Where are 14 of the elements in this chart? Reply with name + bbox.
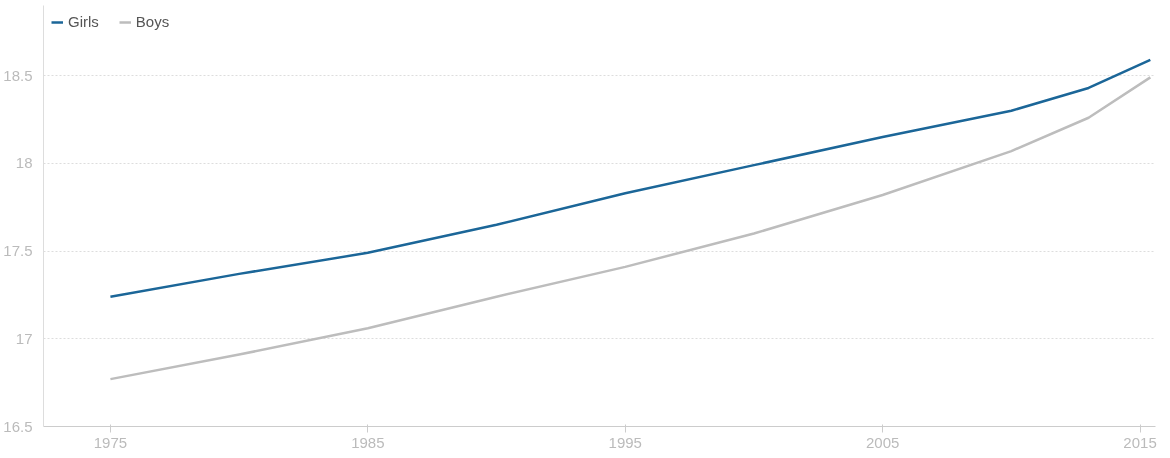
- x-tick-label: 2015: [1123, 433, 1157, 451]
- x-tick-label: 1975: [93, 433, 128, 451]
- line-series: [109, 76, 1152, 381]
- y-tick-label: 18.5: [3, 66, 33, 84]
- y-tick-label: 16.5: [3, 417, 33, 435]
- legend-label: Boys: [135, 13, 170, 30]
- x-tick-label: 1995: [608, 433, 642, 451]
- y-tick-label: 17.5: [3, 242, 33, 260]
- legend-label: Girls: [68, 13, 99, 30]
- x-tick-label: 1985: [351, 433, 385, 451]
- line-series: [109, 58, 1152, 298]
- y-tick-label: 17: [15, 329, 33, 347]
- x-tick-label: 2005: [865, 433, 900, 451]
- y-tick-label: 18: [15, 154, 33, 172]
